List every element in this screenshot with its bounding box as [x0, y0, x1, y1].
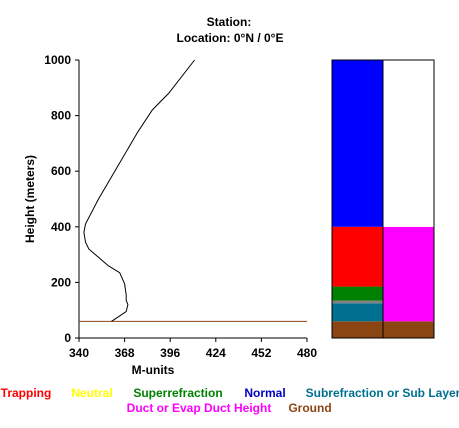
x-tick-label: 396	[160, 346, 180, 360]
x-tick-label: 452	[251, 346, 271, 360]
duct-profile-bars	[331, 59, 435, 339]
y-tick-label: 200	[51, 275, 71, 289]
duct-segment	[383, 226, 434, 322]
y-tick-label: 1000	[44, 53, 71, 67]
y-axis-label: Height (meters)	[23, 155, 37, 243]
chart-title-station: Station:	[207, 15, 252, 29]
x-axis-label: M-units	[132, 363, 175, 377]
duct-segment	[383, 321, 434, 338]
duct-segment	[332, 303, 383, 322]
legend: Trapping Neutral Superrefraction Normal Subr…	[1, 386, 459, 415]
y-tick-label: 600	[51, 164, 71, 178]
legend-item: Trapping	[1, 386, 52, 400]
duct-segment	[332, 286, 383, 301]
legend-item: Subrefraction or Sub Layer	[306, 386, 459, 400]
x-ticks: 340 368 396 424 452 480	[69, 338, 317, 360]
chart-title-location: Location: 0°N / 0°E	[177, 31, 284, 45]
duct-segment	[332, 321, 383, 338]
x-tick-label: 424	[206, 346, 226, 360]
duct-segment	[332, 60, 383, 227]
y-tick-label: 0	[64, 331, 71, 345]
y-tick-label: 800	[51, 109, 71, 123]
duct-segment	[332, 226, 383, 287]
m-profile-line	[83, 59, 195, 322]
x-tick-label: 480	[297, 346, 317, 360]
legend-item: Duct or Evap Duct Height	[127, 401, 272, 415]
duct-column-border	[382, 59, 435, 339]
x-tick-label: 340	[69, 346, 89, 360]
legend-item: Superrefraction	[133, 386, 222, 400]
legend-item: Ground	[288, 401, 331, 415]
duct-segment	[383, 60, 434, 227]
legend-item: Normal	[244, 386, 285, 400]
y-ticks: 0 200 400 600 800 1000	[44, 53, 79, 345]
legend-item: Neutral	[71, 386, 112, 400]
y-tick-label: 400	[51, 220, 71, 234]
duct-segment	[332, 300, 383, 304]
x-tick-label: 368	[115, 346, 135, 360]
plot-area: 0 200 400 600 800 1000 340 368 396 424 452 480	[44, 53, 317, 360]
